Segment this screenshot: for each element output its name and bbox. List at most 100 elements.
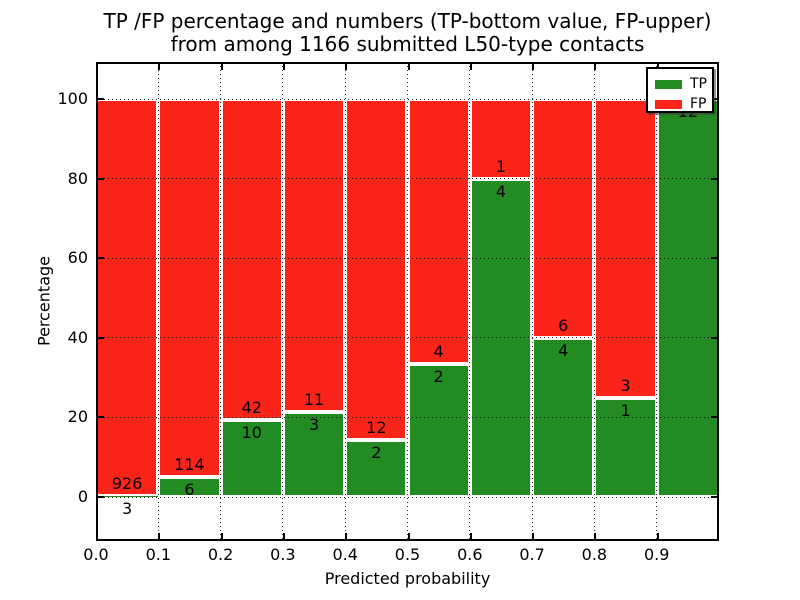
x-tickmark [532, 533, 535, 539]
gridline-vertical [407, 62, 408, 541]
bar-segment-fp [282, 99, 346, 412]
axis-spine-top [96, 62, 719, 64]
legend-item-tp: TP [655, 74, 712, 94]
x-tickmark [717, 533, 719, 539]
y-tickmark [98, 416, 104, 419]
bar-label-tp: 10 [241, 423, 262, 443]
y-tick-label: 20 [67, 407, 88, 427]
y-tickmark [98, 496, 104, 498]
legend-swatch-tp [655, 79, 682, 89]
bar-label-tp: 4 [495, 181, 507, 201]
x-tickmark [717, 64, 719, 70]
bar-label-fp: 114 [174, 455, 205, 475]
x-tick-label: 0.7 [519, 545, 545, 564]
x-tick-label: 0.8 [581, 545, 608, 564]
y-tick-label: 60 [67, 248, 88, 268]
bar-label-fp: 42 [241, 398, 262, 418]
x-tick-label: 0.2 [207, 545, 234, 564]
y-tickmark [711, 257, 717, 260]
gridline-vertical [282, 62, 284, 541]
legend-item-label: TP [690, 76, 707, 92]
y-tick-label: 40 [67, 327, 88, 347]
bar-segment-tp [345, 440, 408, 497]
bar-segment-tp [656, 99, 719, 497]
x-tickmark [158, 64, 161, 70]
x-tick-label: 0.0 [83, 545, 109, 564]
bar-segment-fp [407, 99, 470, 365]
bar-segment-fp [469, 99, 533, 179]
bar-label-fp: 12 [366, 418, 387, 438]
x-tickmark [345, 533, 348, 539]
x-tickmark [469, 533, 472, 539]
bar-segment-fp [220, 99, 283, 421]
x-tick-label: 0.1 [145, 545, 172, 564]
x-tickmark [96, 64, 98, 70]
bar-label-tp: 4 [558, 340, 569, 360]
bar-label-tp: 1 [620, 400, 631, 420]
axis-spine-left [96, 62, 98, 541]
bar-label-tp: 2 [371, 443, 382, 463]
y-tick-label: 80 [67, 168, 88, 188]
bar-label-tp: 3 [122, 498, 133, 518]
x-tickmark [407, 533, 410, 539]
bar-segment-fp [345, 99, 408, 441]
y-tick-label: 100 [57, 89, 88, 108]
bar-segment-tp [220, 420, 283, 497]
bar-segment-fp [158, 99, 221, 478]
x-tickmark [532, 64, 535, 70]
y-tickmark [711, 98, 717, 100]
x-tickmark [345, 64, 348, 70]
bar-label-fp: 3 [620, 375, 631, 395]
gridline-vertical [656, 62, 658, 541]
bar-label-fp: 6 [558, 315, 569, 335]
bar-label-fp: 4 [433, 342, 444, 362]
legend-item-fp: FP [655, 94, 712, 114]
x-tickmark [158, 533, 161, 539]
bar-label-tp: 3 [308, 414, 320, 434]
bar-segment-tp [407, 364, 470, 497]
bar-segment-fp [594, 99, 657, 398]
y-tickmark [711, 496, 717, 498]
chart-title-line1: TP /FP percentage and numbers (TP-bottom… [103, 9, 712, 33]
bar-value-labels: 9263114642101131224214643112 [96, 62, 719, 541]
gridline-vertical [220, 62, 222, 541]
x-tickmark [282, 64, 285, 70]
y-tickmark [98, 98, 104, 100]
axis-spine-right [717, 62, 719, 541]
y-tickmark [711, 177, 717, 180]
y-tickmark [711, 416, 717, 419]
y-tickmark [711, 336, 717, 339]
bar-segment-fp [532, 99, 595, 338]
y-tickmark [98, 336, 104, 339]
gridline-vertical [157, 62, 159, 541]
x-tickmark [407, 64, 410, 70]
x-tickmark [594, 533, 597, 539]
axis-frame [96, 62, 719, 541]
x-tickmark [96, 533, 98, 539]
gridline-vertical [593, 62, 595, 541]
grid-layer [96, 62, 719, 541]
x-tick-label: 0.6 [457, 545, 483, 564]
legend: TP FP [646, 67, 714, 113]
y-tickmark [98, 177, 104, 180]
gridline-vertical [531, 62, 533, 541]
x-tickmark [469, 64, 472, 70]
bar-label-fp: 926 [111, 473, 143, 493]
x-tickmark [282, 533, 285, 539]
chart-title-line2: from among 1166 submitted L50-type conta… [170, 32, 645, 56]
bar-segment-tp [158, 477, 221, 497]
gridline-vertical [469, 62, 471, 541]
x-tickmark [220, 533, 223, 539]
bars-layer [96, 62, 719, 541]
bar-label-fp: 1 [495, 156, 507, 176]
x-tick-label: 0.5 [394, 545, 421, 564]
y-tick-label: 0 [77, 487, 88, 506]
axis-spine-bottom [96, 539, 719, 541]
bar-label-fp: 11 [303, 389, 325, 409]
x-tick-label: 0.9 [643, 545, 670, 564]
chart-title: TP /FP percentage and numbers (TP-bottom… [96, 10, 719, 56]
x-tickmark [594, 64, 597, 70]
x-tick-label: 0.4 [332, 545, 358, 564]
